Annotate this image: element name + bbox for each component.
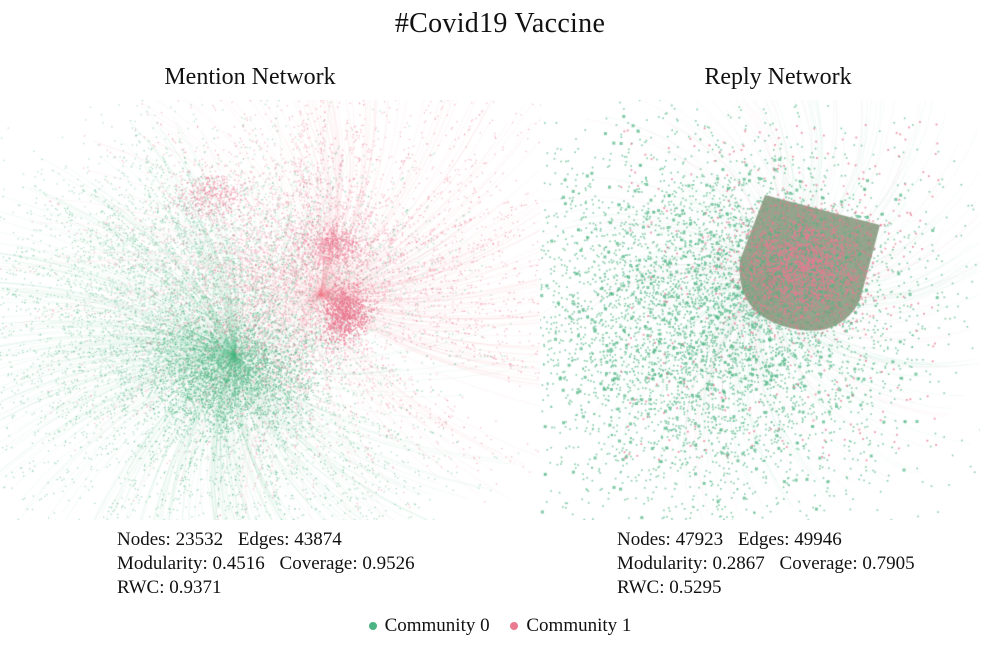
stats-line-3: RWC: 0.5295 xyxy=(617,577,722,598)
reply-network-title: Reply Network xyxy=(704,64,852,90)
rwc-value: 0.9371 xyxy=(169,577,222,598)
stats-line-2: Modularity: 0.4516 Coverage: 0.9526 xyxy=(117,553,415,574)
stats-line-1: Nodes: 47923 Edges: 49946 xyxy=(617,529,842,550)
modularity-value: 0.4516 xyxy=(212,553,265,574)
figure-title: #Covid19 Vaccine xyxy=(394,8,606,39)
coverage-value: 0.9526 xyxy=(362,553,415,574)
edge-count: 49946 xyxy=(794,529,842,550)
stats-line-2: Modularity: 0.2867 Coverage: 0.7905 xyxy=(617,553,915,574)
coverage-value: 0.7905 xyxy=(862,553,915,574)
community-0-dot-icon xyxy=(368,622,377,630)
reply-network-graph xyxy=(540,100,980,520)
community-1-dot-icon xyxy=(510,622,519,630)
legend-item-community-0: Community 0 xyxy=(368,615,490,637)
mention-network-title: Mention Network xyxy=(164,64,336,90)
mention-network-graph xyxy=(0,100,540,520)
modularity-value: 0.2867 xyxy=(712,553,765,574)
edge-count: 43874 xyxy=(294,529,342,550)
node-count: 47923 xyxy=(675,529,724,550)
reply-network-stats: Nodes: 47923 Edges: 49946 Modularity: 0.… xyxy=(617,528,915,600)
mention-network-stats: Nodes: 23532 Edges: 43874 Modularity: 0.… xyxy=(117,528,415,600)
legend: Community 0 Community 1 xyxy=(0,614,1000,637)
node-count: 23532 xyxy=(175,529,224,550)
stats-line-3: RWC: 0.9371 xyxy=(117,577,222,598)
legend-item-community-1: Community 1 xyxy=(510,615,631,637)
stats-line-1: Nodes: 23532 Edges: 43874 xyxy=(117,529,342,550)
rwc-value: 0.5295 xyxy=(669,577,722,598)
